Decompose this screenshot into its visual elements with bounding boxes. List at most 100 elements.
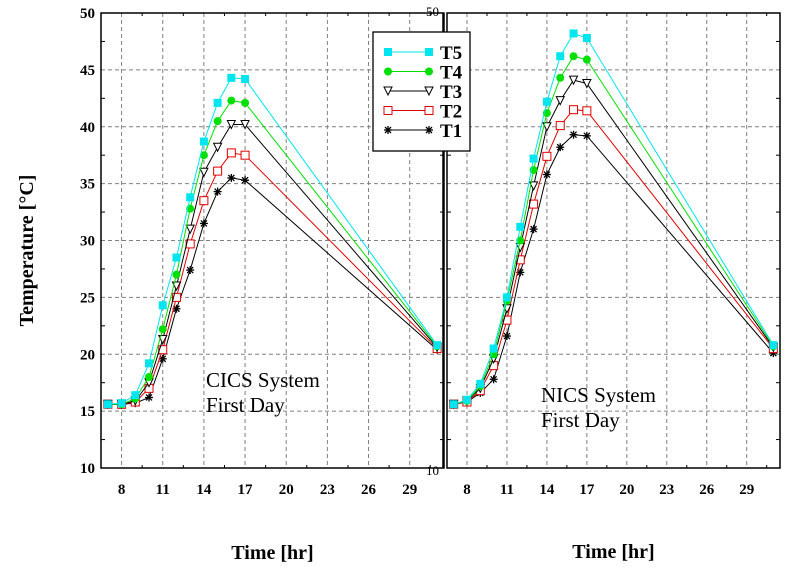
x-tick-label: 8 [463,482,471,498]
data-point [528,181,539,192]
data-point [213,117,222,126]
asterisk-stroke [186,266,194,274]
x-tick-label: 23 [659,482,674,498]
x-tick-label: 14 [539,482,555,498]
data-point [227,73,236,82]
y-tick-label: 10 [426,463,439,478]
y-tick-label: 25 [80,290,95,306]
annotation-text: NICS System [541,383,656,407]
data-point [145,393,154,402]
data-point [568,75,579,86]
x-tick-label: 26 [699,482,715,498]
legend-marker-end [424,86,434,97]
data-point [131,391,140,400]
y-tick-label: 30 [80,234,95,250]
legend-label: T3 [440,82,462,103]
x-tick-label: 17 [579,482,595,498]
asterisk-stroke [159,355,167,363]
y-tick-label: 40 [80,120,95,136]
data-point [555,96,566,106]
data-point [172,253,181,262]
legend-label: T4 [440,63,463,84]
legend-marker-end [425,48,433,56]
data-point [185,224,195,235]
annotation-text: First Day [206,393,285,417]
legend-label: T5 [440,43,462,64]
legend-item-t3: T3 [383,82,462,103]
data-point [212,142,223,153]
x-tick-label: 20 [279,482,294,498]
asterisk-stroke [516,268,524,276]
asterisk-stroke [570,131,577,139]
series-line [107,123,438,405]
data-point [542,122,552,132]
data-point [489,375,498,384]
data-point [529,154,538,163]
data-point [186,193,195,202]
asterisk-stroke [543,171,551,178]
legend-marker-end [424,106,434,115]
data-point [199,219,208,228]
x-tick-label: 29 [739,482,754,498]
asterisk-stroke [200,219,208,227]
data-point [158,345,168,355]
data-point [542,97,551,106]
grid [447,13,780,468]
series-t5 [103,73,442,409]
data-point [569,130,578,139]
data-point [172,270,181,279]
y-tick-label: 35 [80,177,95,193]
data-point [226,148,236,158]
data-point [556,73,565,82]
data-point [476,379,485,388]
y-tick-label: 15 [80,404,95,420]
x-tick-label: 23 [320,482,335,498]
plot-panel-right: 8 11 14 17 20 23 26 29 10 50 Time [hr] NICS SystemF… [426,4,781,563]
data-point [449,400,458,409]
data-point [502,332,511,341]
data-point [158,301,167,310]
plot-panel-left: 8 11 14 17 20 23 26 29 10 15 20 25 30 35 40 45 50 Time [h… [16,6,445,564]
asterisk-stroke [425,126,433,134]
series-t4 [449,52,778,409]
data-point [569,29,578,38]
data-point [227,96,236,105]
legend-item-t1: T1 [384,121,462,142]
data-point [529,199,539,209]
data-point [213,166,223,176]
data-point [529,225,538,234]
data-point [582,131,591,140]
plot-frame [446,12,781,469]
x-tick-label: 14 [196,482,212,498]
series-t5 [449,29,778,409]
asterisk-stroke [145,394,153,401]
data-point [462,395,471,404]
legend-item-t4: T4 [384,63,463,84]
data-point [542,151,552,161]
x-tick-label: 17 [238,482,254,498]
data-point [516,222,525,231]
asterisk-stroke [556,143,564,151]
x-tick-label: 8 [118,482,126,498]
x-axis-title: Time [hr] [231,542,313,564]
legend-item-t2: T2 [383,102,462,123]
data-point [199,151,208,160]
asterisk-stroke [214,188,222,196]
legend-marker-start [384,48,392,56]
data-point [241,98,250,107]
legend-item-t5: T5 [384,43,462,64]
data-point [569,52,578,61]
y-tick-label: 20 [80,347,95,363]
legend-marker-end [425,67,433,76]
y-axis-title: Temperature [°C] [16,175,38,327]
data-point [582,55,591,64]
data-point [569,105,579,115]
data-point [555,121,565,131]
legend-marker-start [384,67,392,76]
asterisk-stroke [384,126,392,134]
data-point [199,137,208,146]
data-point [199,196,209,206]
data-point [502,315,512,325]
legend-label: T1 [440,121,462,142]
x-axis-title: Time [hr] [572,541,654,563]
